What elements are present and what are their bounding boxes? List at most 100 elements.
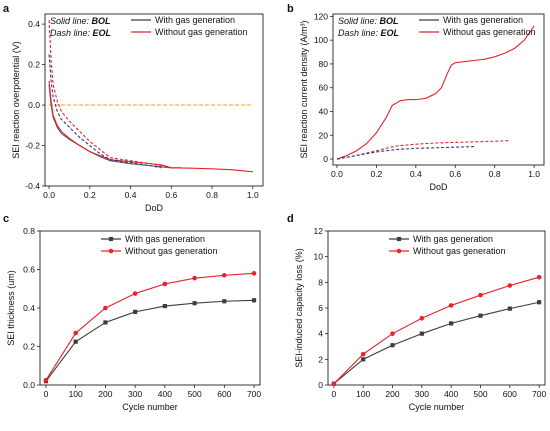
panel-b: b 0.0 0.2 0.4 0.6 0.8 1.0 0 20 40 60 80 100 120 DoD SEI… bbox=[287, 3, 545, 192]
y-axis-label: SEI thickness (um) bbox=[6, 270, 16, 346]
data-point-with-gas bbox=[478, 313, 483, 318]
x-tick-label: 0 bbox=[44, 389, 49, 399]
y-tick-label: 12 bbox=[314, 226, 324, 236]
legend-label: With gas generation bbox=[125, 234, 205, 244]
y-tick-label: 120 bbox=[314, 11, 328, 21]
y-tick-label: 0.4 bbox=[28, 19, 40, 29]
x-tick-label: 400 bbox=[444, 389, 458, 399]
note-solid-value: BOL bbox=[380, 16, 399, 26]
x-tick-label: 0 bbox=[331, 389, 336, 399]
note-dash-prefix: Dash line: bbox=[50, 28, 93, 38]
data-point-without-gas bbox=[536, 274, 542, 280]
note-dash-value: EOL bbox=[93, 28, 112, 38]
y-axis-label: SEI reaction overpotential (V) bbox=[11, 41, 21, 159]
x-axis-label: Cycle number bbox=[409, 402, 465, 412]
x-tick-label: 300 bbox=[415, 389, 429, 399]
note-solid-prefix: Solid line: bbox=[50, 16, 92, 26]
x-tick-label: 0.4 bbox=[125, 190, 137, 200]
panel-a: a 0.0 0.2 0.4 0.6 0.8 1.0 -0.4 -0.2 0.0 0.2 0.4 DoD S… bbox=[3, 3, 264, 213]
x-tick-label: 400 bbox=[158, 389, 172, 399]
x-tick-label: 0.4 bbox=[410, 169, 422, 179]
y-tick-label: -0.2 bbox=[25, 141, 40, 151]
data-point-without-gas bbox=[132, 291, 138, 296]
x-tick-label: 0.0 bbox=[43, 190, 55, 200]
panel-letter-b: b bbox=[287, 3, 294, 15]
series-line-dash-without-gas bbox=[336, 140, 511, 160]
data-point-without-gas bbox=[478, 292, 483, 298]
y-tick-label: 0 bbox=[318, 380, 323, 390]
series-line-without-gas bbox=[333, 276, 540, 385]
y-tick-label: 0.4 bbox=[23, 303, 35, 313]
legend-marker bbox=[396, 236, 402, 242]
legend-label: Without gas generation bbox=[413, 246, 506, 256]
y-tick-label: 0.0 bbox=[28, 100, 40, 110]
y-tick-label: 40 bbox=[319, 106, 329, 116]
data-point-with-gas bbox=[73, 339, 78, 344]
data-point-without-gas bbox=[419, 315, 425, 321]
series-line-with-gas bbox=[333, 301, 540, 385]
x-tick-label: 300 bbox=[128, 389, 142, 399]
y-tick-label: 0.0 bbox=[23, 380, 35, 390]
data-point-without-gas bbox=[222, 272, 227, 278]
data-point-with-gas bbox=[162, 303, 167, 309]
data-point-with-gas bbox=[537, 300, 542, 305]
data-point-without-gas bbox=[390, 331, 395, 336]
y-tick-label: 0.2 bbox=[28, 60, 40, 70]
x-tick-label: 0.8 bbox=[206, 190, 218, 200]
data-point-without-gas bbox=[43, 377, 49, 383]
series-line-with-gas bbox=[45, 299, 255, 382]
x-tick-label: 500 bbox=[473, 389, 487, 399]
y-tick-label: 100 bbox=[314, 35, 328, 45]
x-axis-label: DoD bbox=[429, 182, 448, 192]
data-point-with-gas bbox=[133, 309, 138, 314]
series-line-without-gas bbox=[45, 272, 255, 381]
data-point-with-gas bbox=[251, 298, 257, 303]
y-tick-label: 0.2 bbox=[23, 342, 35, 352]
x-tick-label: 0.2 bbox=[84, 190, 96, 200]
data-point-without-gas bbox=[103, 305, 108, 311]
legend-label: Without gas generation bbox=[125, 246, 218, 256]
data-point-with-gas bbox=[222, 299, 227, 304]
data-point-with-gas bbox=[449, 321, 454, 326]
plot-frame bbox=[332, 13, 545, 166]
data-point-without-gas bbox=[507, 283, 513, 288]
data-point-with-gas bbox=[103, 320, 108, 325]
x-tick-label: 0.6 bbox=[165, 190, 177, 200]
plot-frame bbox=[44, 13, 264, 187]
x-tick-label: 700 bbox=[532, 389, 546, 399]
x-tick-label: 0.2 bbox=[370, 169, 382, 179]
x-tick-label: 700 bbox=[247, 389, 261, 399]
note-solid-line: Solid line: BOL bbox=[50, 16, 111, 26]
y-tick-label: 4 bbox=[318, 329, 323, 339]
data-point-with-gas bbox=[507, 306, 512, 311]
legend-marker bbox=[108, 248, 114, 254]
x-tick-label: 100 bbox=[356, 389, 370, 399]
note-dash-value: EOL bbox=[381, 28, 400, 38]
data-point-without-gas bbox=[331, 381, 337, 387]
data-point-without-gas bbox=[448, 303, 454, 308]
y-tick-label: 0.6 bbox=[23, 265, 35, 275]
legend-label: With gas generation bbox=[443, 15, 523, 25]
x-tick-label: 600 bbox=[217, 389, 231, 399]
data-point-without-gas bbox=[251, 271, 257, 276]
note-solid-line: Solid line: BOL bbox=[338, 16, 399, 26]
x-tick-label: 1.0 bbox=[247, 190, 259, 200]
series-line-dash-without-gas bbox=[48, 20, 172, 169]
legend-marker bbox=[396, 248, 402, 254]
y-axis-label: SEI reaction current density (A/m³) bbox=[299, 20, 309, 158]
note-dash-prefix: Dash line: bbox=[338, 28, 381, 38]
y-tick-label: 0.8 bbox=[23, 226, 35, 236]
y-tick-label: 10 bbox=[314, 252, 324, 262]
series-line-solid-without-gas bbox=[336, 25, 535, 160]
note-solid-value: BOL bbox=[92, 16, 111, 26]
y-tick-label: 60 bbox=[319, 83, 329, 93]
data-point-with-gas bbox=[419, 331, 424, 336]
x-tick-label: 200 bbox=[98, 389, 112, 399]
x-tick-label: 200 bbox=[385, 389, 399, 399]
x-tick-label: 0.6 bbox=[449, 169, 461, 179]
legend-label: Without gas generation bbox=[443, 27, 536, 37]
y-tick-label: 0 bbox=[323, 154, 328, 164]
panel-c: c 0 100 200 300 400 500 600 700 0.0 0.2 0.4 0.6 0.8 Cy… bbox=[3, 213, 261, 412]
x-axis-label: Cycle number bbox=[122, 402, 178, 412]
